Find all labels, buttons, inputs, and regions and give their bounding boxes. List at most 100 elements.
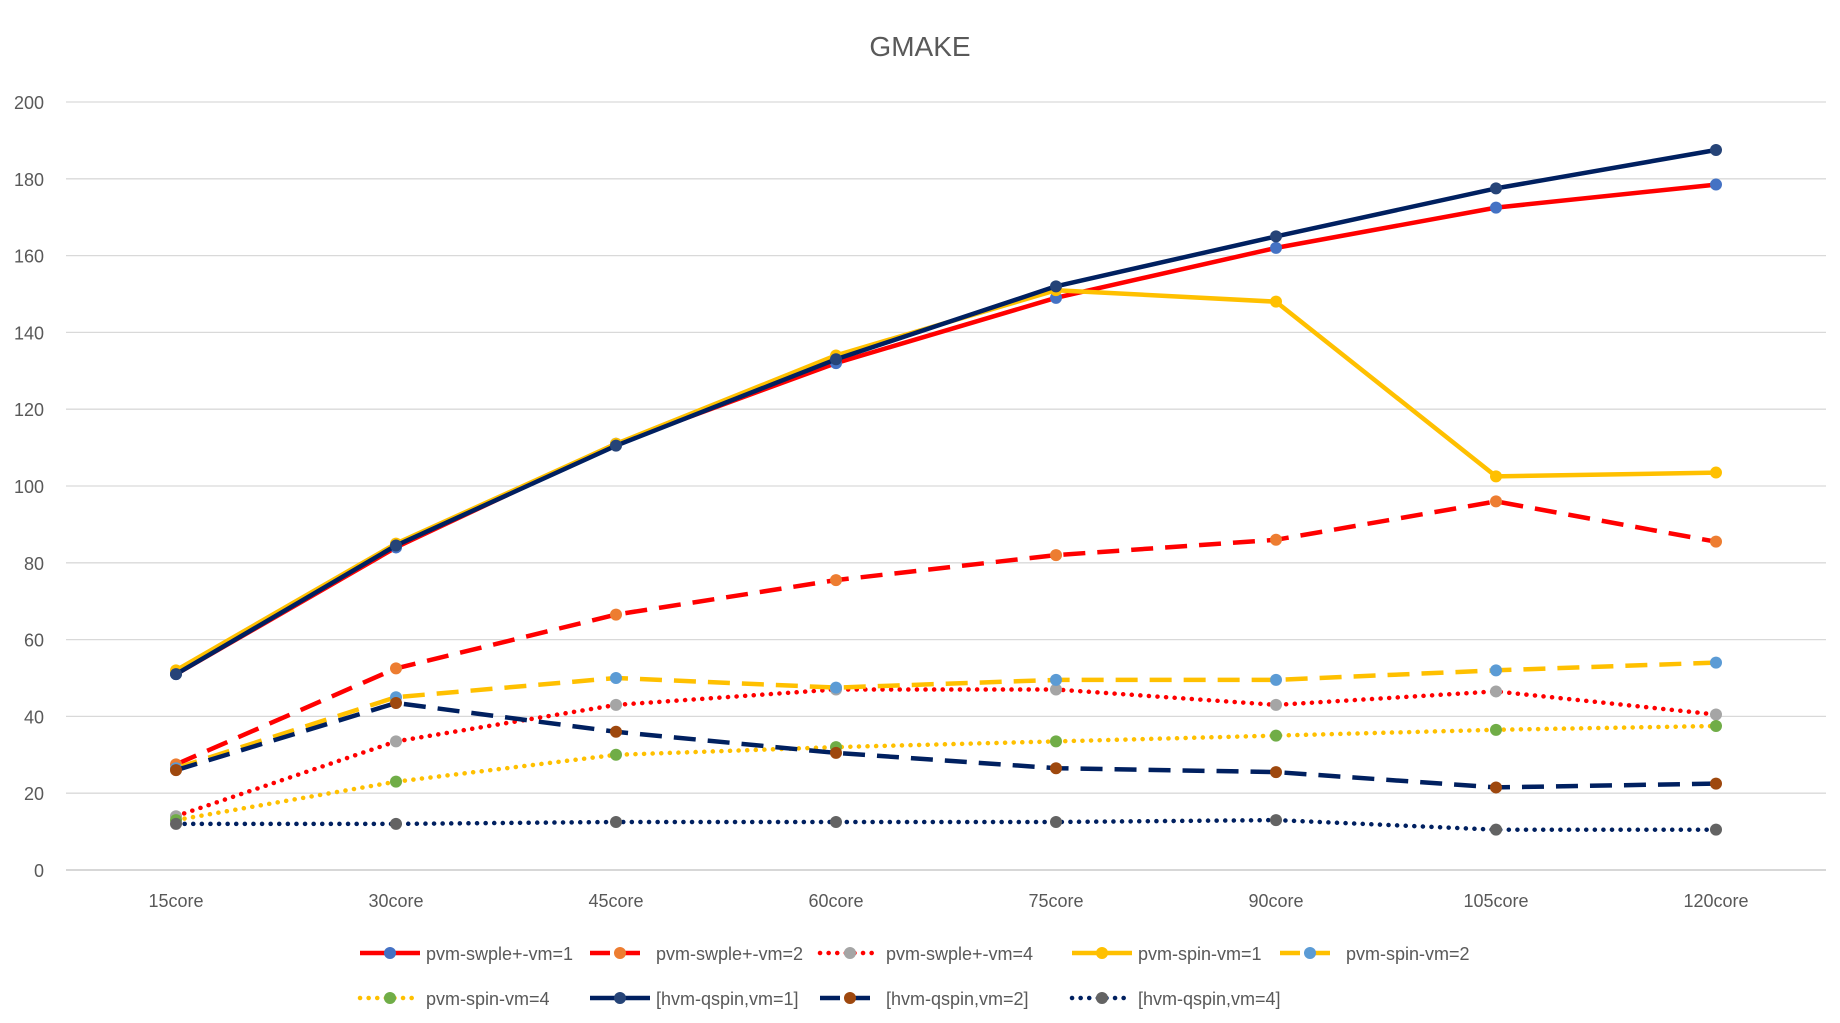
x-tick-label: 60core <box>808 891 863 911</box>
data-point <box>390 539 402 552</box>
data-point <box>1710 178 1722 191</box>
data-point <box>610 672 622 684</box>
series-line <box>174 182 1717 677</box>
data-point <box>610 439 622 452</box>
data-point <box>1490 495 1502 508</box>
data-point <box>1490 823 1502 836</box>
y-axis: 0 20 40 60 80 100 120 140 160 180 200 <box>14 93 44 881</box>
data-point <box>170 764 182 777</box>
data-point <box>1050 673 1062 686</box>
data-point <box>1490 664 1502 677</box>
data-point <box>1270 230 1282 243</box>
y-tick-label: 0 <box>34 861 44 881</box>
legend-item: pvm-spin-vm=1 <box>1072 944 1262 964</box>
data-point <box>1050 762 1062 775</box>
data-point <box>1710 823 1722 836</box>
x-tick-label: 90core <box>1248 891 1303 911</box>
y-tick-label: 100 <box>14 477 44 497</box>
data-point <box>1050 735 1062 748</box>
data-point <box>830 574 842 587</box>
data-point <box>1270 673 1282 686</box>
data-point <box>1270 766 1282 779</box>
gridlines <box>66 101 1826 871</box>
series-6 <box>170 720 1722 827</box>
chart-title: GMAKE <box>869 31 970 62</box>
series-9 <box>170 814 1722 836</box>
data-point <box>1270 729 1282 742</box>
data-point <box>1710 144 1722 156</box>
legend-item: [hvm-qspin,vm=2] <box>820 989 1029 1009</box>
data-point <box>1050 549 1062 562</box>
data-point <box>390 662 402 675</box>
x-tick-label: 45core <box>588 891 643 911</box>
data-point <box>1490 201 1502 214</box>
legend-swatch-marker <box>1096 947 1108 959</box>
data-point <box>1710 720 1722 732</box>
data-point <box>390 696 402 709</box>
data-point <box>390 735 402 748</box>
x-tick-label: 105core <box>1463 891 1528 911</box>
legend-swatch-marker <box>1304 947 1316 959</box>
legend-item: pvm-swple+-vm=2 <box>590 944 803 964</box>
legend-label: pvm-swple+-vm=2 <box>656 944 803 964</box>
legend-label: pvm-spin-vm=4 <box>426 989 550 1009</box>
y-tick-label: 60 <box>24 631 44 651</box>
data-point <box>830 746 842 759</box>
data-point <box>1270 814 1282 827</box>
data-point <box>1050 683 1062 696</box>
data-point <box>390 775 402 788</box>
series-line <box>173 817 1719 832</box>
legend-item: pvm-spin-vm=4 <box>357 989 550 1009</box>
x-tick-label: 75core <box>1028 891 1083 911</box>
x-axis: 15core 30core 45core 60core 75core 90core 105c… <box>148 891 1748 911</box>
data-point <box>1710 535 1722 548</box>
data-point <box>1710 708 1722 721</box>
data-point <box>610 608 622 621</box>
data-point <box>1490 470 1502 483</box>
legend-label: pvm-swple+-vm=1 <box>426 944 573 964</box>
legend-swatch-marker <box>614 947 626 959</box>
series-8 <box>170 696 1722 794</box>
data-point <box>610 698 622 711</box>
legend-item: pvm-swple+-vm=4 <box>817 944 1033 964</box>
y-tick-label: 120 <box>14 400 44 420</box>
series-3 <box>170 683 1722 823</box>
series-5 <box>170 656 1722 775</box>
data-point <box>610 725 622 738</box>
series-line <box>175 660 1717 771</box>
series-7 <box>170 144 1722 681</box>
legend-item: [hvm-qspin,vm=4] <box>1069 989 1281 1009</box>
legend-label: [hvm-qspin,vm=2] <box>886 989 1029 1009</box>
data-point <box>1710 466 1722 479</box>
legend-item: pvm-spin-vm=2 <box>1280 944 1470 964</box>
x-tick-label: 15core <box>148 891 203 911</box>
series-4 <box>170 284 1722 677</box>
legend-label: pvm-spin-vm=1 <box>1138 944 1262 964</box>
data-point <box>1270 698 1282 711</box>
series-line <box>173 687 1719 819</box>
series-line <box>175 700 1717 790</box>
data-point <box>170 817 182 830</box>
legend-swatch-marker <box>844 947 856 959</box>
data-point <box>1490 685 1502 698</box>
legend-label: pvm-spin-vm=2 <box>1346 944 1470 964</box>
x-tick-label: 30core <box>368 891 423 911</box>
series-2 <box>170 495 1722 771</box>
legend-swatch-marker <box>384 947 396 959</box>
series-1 <box>170 178 1722 681</box>
series-line <box>174 147 1717 677</box>
x-tick-label: 120core <box>1683 891 1748 911</box>
series-line <box>174 287 1717 673</box>
y-tick-label: 160 <box>14 247 44 267</box>
y-tick-label: 140 <box>14 323 44 343</box>
y-tick-label: 20 <box>24 784 44 804</box>
legend-item: [hvm-qspin,vm=1] <box>590 989 799 1009</box>
data-point <box>1490 723 1502 736</box>
y-tick-label: 200 <box>14 93 44 113</box>
y-tick-label: 80 <box>24 554 44 574</box>
series-line <box>173 723 1719 823</box>
data-point <box>1050 280 1062 293</box>
data-point <box>170 668 182 681</box>
